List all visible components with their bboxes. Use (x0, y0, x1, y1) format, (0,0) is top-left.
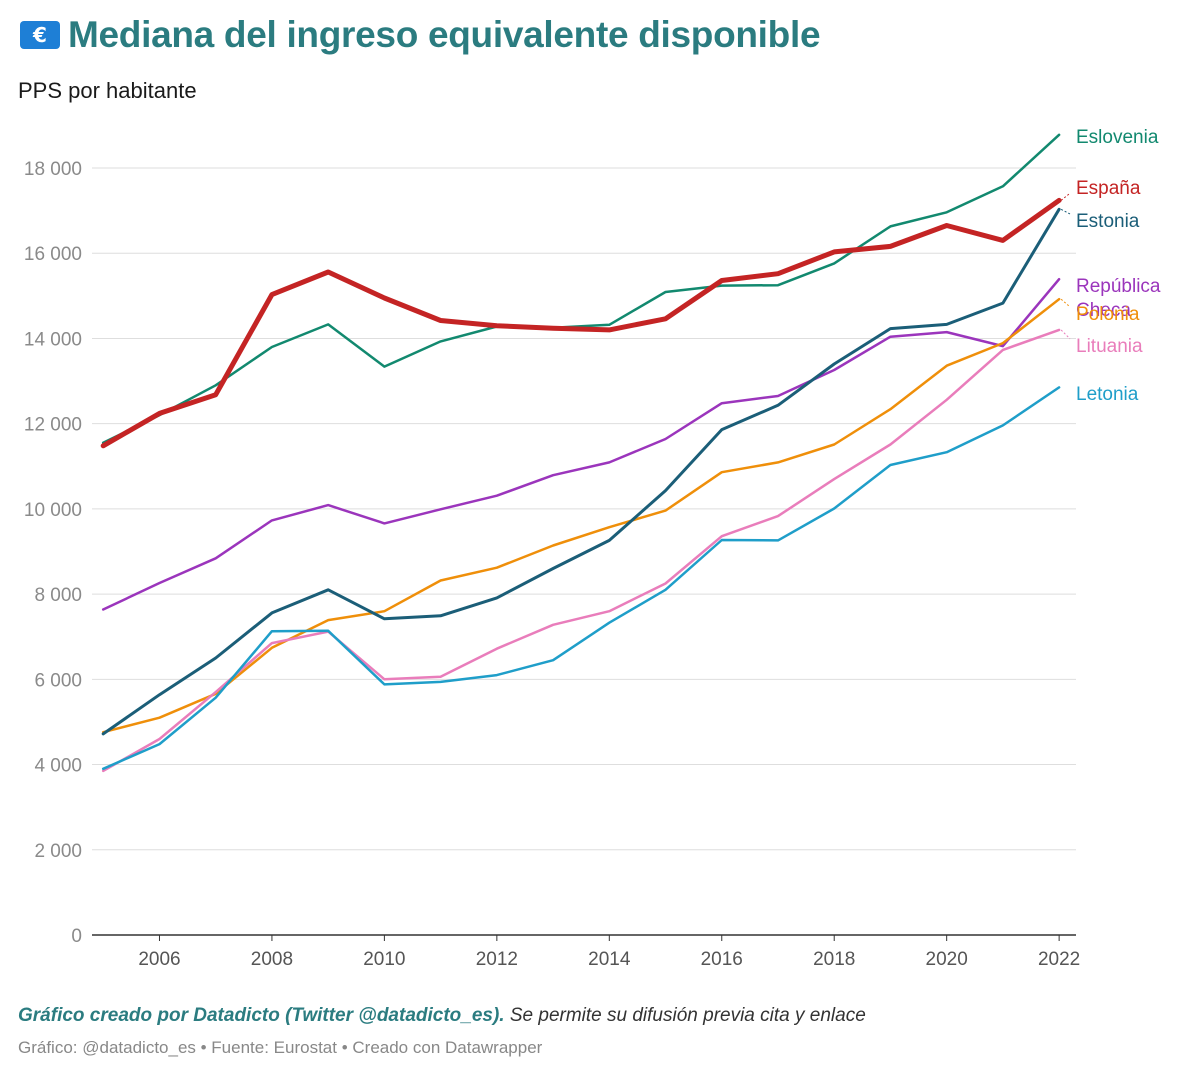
x-tick-label: 2012 (476, 949, 518, 970)
y-tick-label: 16 000 (24, 244, 82, 265)
money-icon: € (18, 18, 62, 52)
series-label-leader (1060, 298, 1071, 308)
series-label: República (1076, 276, 1161, 297)
series-label-leader (1060, 208, 1071, 215)
series-line-eslovenia (101, 133, 1061, 445)
y-tick-label: 14 000 (24, 329, 82, 350)
y-tick-label: 10 000 (24, 500, 82, 521)
series-label: Eslovenia (1076, 127, 1159, 148)
footer-credit: Gráfico creado por Datadicto (Twitter @d… (18, 1005, 866, 1027)
x-tick-label: 2006 (138, 949, 180, 970)
series-label: Estonia (1076, 211, 1140, 232)
footer-meta: Gráfico: @datadicto_es • Fuente: Eurosta… (18, 1038, 543, 1057)
series-line-polonia (101, 297, 1061, 734)
x-tick-label: 2014 (588, 949, 631, 970)
y-tick-label: 6 000 (34, 670, 82, 691)
footer-credit-author: Gráfico creado por Datadicto (Twitter @d… (18, 1005, 505, 1026)
series-label: España (1076, 178, 1141, 199)
y-tick-label: 2 000 (34, 841, 82, 862)
series-label: Letonia (1076, 384, 1139, 405)
series-label: Checa (1076, 300, 1131, 321)
y-tick-label: 4 000 (34, 756, 82, 777)
x-tick-label: 2008 (251, 949, 293, 970)
header: € Mediana del ingreso equivalente dispon… (18, 14, 821, 56)
series-line-estonia (101, 207, 1061, 736)
x-tick-label: 2022 (1038, 949, 1080, 970)
money-icon-symbol: € (33, 23, 47, 47)
series-label-leader (1060, 329, 1071, 340)
series-label-leader (1060, 192, 1071, 201)
y-tick-label: 8 000 (34, 585, 82, 606)
x-tick-label: 2018 (813, 949, 855, 970)
series-label: Polonia (1076, 304, 1140, 325)
chart-title: Mediana del ingreso equivalente disponib… (68, 14, 821, 55)
series-line-lituania (101, 328, 1061, 773)
series-line-españa (100, 197, 1062, 449)
footer-credit-note: Se permite su difusión previa cita y enl… (504, 1005, 866, 1026)
series-label: Lituania (1076, 336, 1143, 357)
y-tick-label: 0 (71, 926, 82, 947)
x-tick-label: 2016 (701, 949, 743, 970)
series-line-república-checa (101, 277, 1061, 611)
series-line-letonia (101, 386, 1061, 771)
chart-subtitle: PPS por habitante (18, 78, 197, 103)
y-tick-label: 18 000 (24, 159, 82, 180)
y-tick-label: 12 000 (24, 415, 82, 436)
x-tick-label: 2020 (926, 949, 968, 970)
x-tick-label: 2010 (363, 949, 405, 970)
